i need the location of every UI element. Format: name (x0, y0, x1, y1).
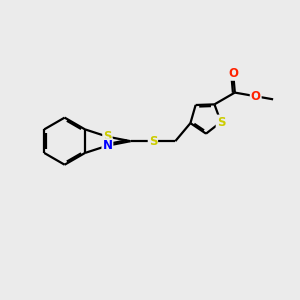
Text: O: O (251, 90, 261, 103)
Text: O: O (228, 67, 238, 80)
Text: S: S (103, 130, 112, 143)
Text: S: S (149, 135, 157, 148)
Text: S: S (217, 116, 225, 129)
Text: N: N (102, 139, 112, 152)
